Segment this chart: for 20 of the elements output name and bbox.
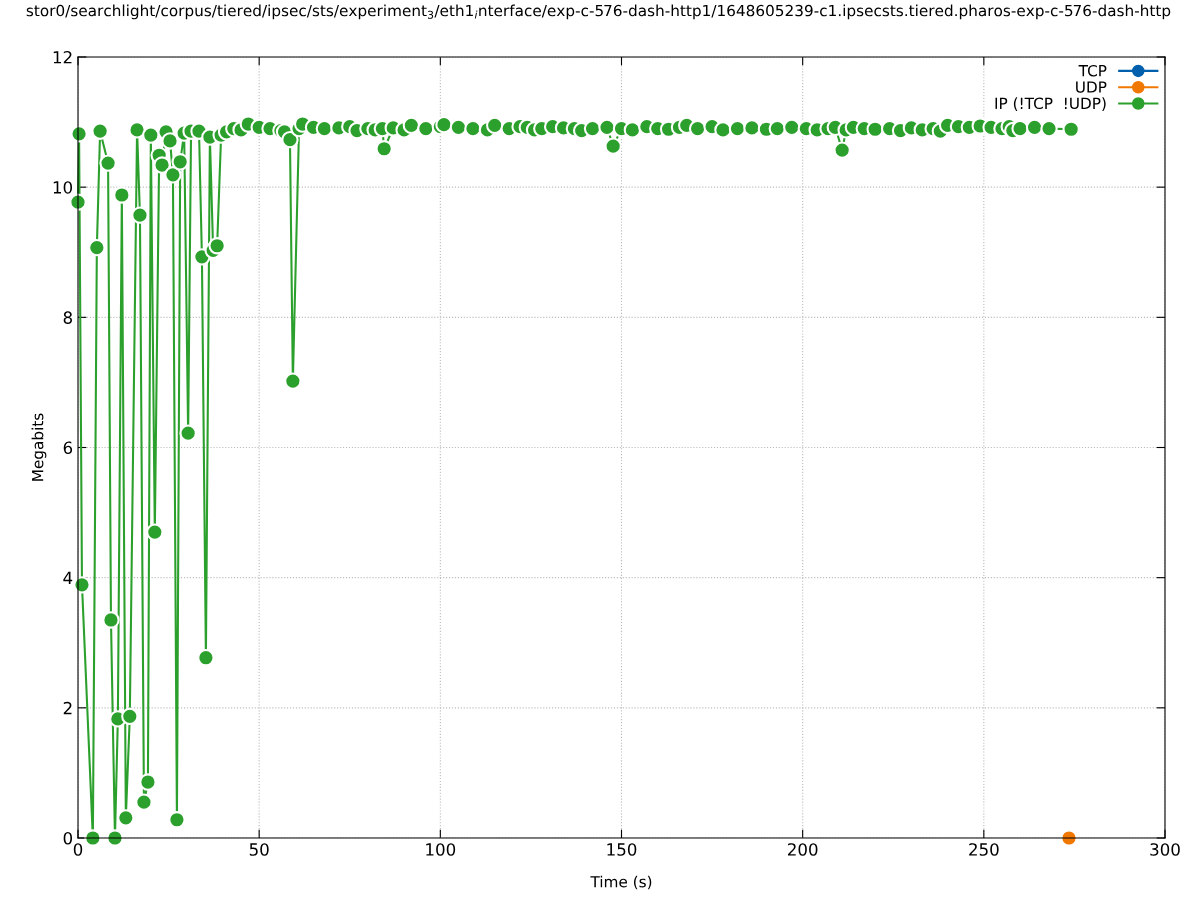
chart-title: stor0/searchlight/corpus/tiered/ipsec/sts/experiment$_{3}$/eth1$_{i}$nterface/exp-c-576-dash-http1/1648605239-c1.ipsecsts.tiered.pharos-exp-c-576-dash-http	[26, 4, 1171, 20]
y-tick-label: 8	[63, 311, 72, 324]
x-tick-label: 300	[1150, 843, 1180, 856]
y-tick-label: 10	[53, 181, 73, 194]
y-axis-title: Megabits	[31, 413, 47, 481]
y-tick-label: 4	[63, 571, 73, 584]
x-tick-label: 150	[607, 843, 637, 856]
x-tick-label: 200	[787, 843, 818, 856]
x-tick-label: 250	[969, 843, 999, 856]
x-axis-title: Time (s)	[590, 875, 652, 890]
legend-label: TCP	[1078, 64, 1107, 77]
y-tick-label: 6	[63, 441, 73, 455]
y-tick-label: 0	[63, 831, 73, 845]
legend-label: IP (!TCP !UDP)	[995, 97, 1106, 111]
legend-label: UDP	[1076, 81, 1107, 93]
y-tick-label: 12	[53, 50, 72, 64]
y-tick-label: 2	[63, 701, 72, 715]
x-tick-label: 50	[249, 843, 269, 856]
x-tick-label: 0	[73, 843, 83, 856]
x-tick-label: 100	[426, 843, 456, 856]
